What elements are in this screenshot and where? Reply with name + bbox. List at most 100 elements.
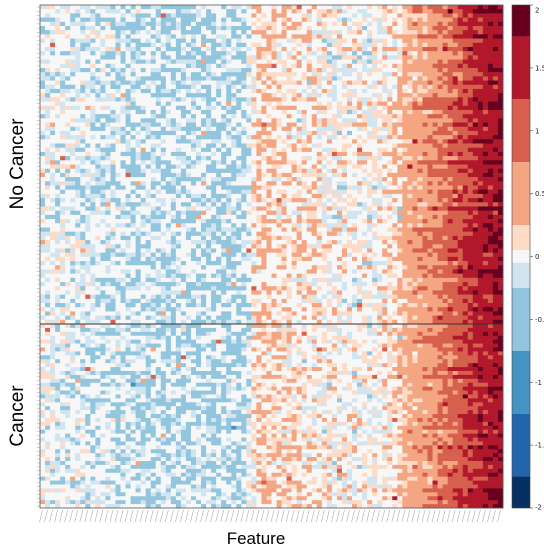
heatmap-cell bbox=[256, 42, 262, 48]
heatmap-cell bbox=[412, 206, 418, 211]
heatmap-cell bbox=[95, 17, 101, 23]
heatmap-cell bbox=[301, 55, 308, 60]
heatmap-cell bbox=[110, 88, 116, 94]
heatmap-cell bbox=[120, 118, 126, 123]
heatmap-cell bbox=[75, 122, 81, 128]
heatmap-cell bbox=[241, 210, 247, 216]
heatmap-cell bbox=[427, 135, 433, 140]
heatmap-cell bbox=[276, 172, 282, 178]
heatmap-cell bbox=[105, 193, 111, 199]
heatmap-cell bbox=[296, 59, 302, 65]
heatmap-cell bbox=[170, 206, 177, 211]
heatmap-cell bbox=[266, 143, 272, 149]
heatmap-cell bbox=[140, 160, 146, 165]
heatmap-cell bbox=[352, 118, 358, 123]
heatmap-cell bbox=[336, 147, 343, 153]
heatmap-cell bbox=[155, 109, 162, 115]
heatmap-cell bbox=[482, 51, 489, 56]
heatmap-cell bbox=[120, 51, 126, 56]
heatmap-cell bbox=[100, 51, 106, 56]
heatmap-cell bbox=[160, 168, 167, 174]
heatmap-cell bbox=[362, 109, 368, 115]
heatmap-cell bbox=[306, 177, 313, 182]
heatmap-cell bbox=[301, 118, 308, 123]
heatmap-cell bbox=[236, 135, 242, 140]
heatmap-cell bbox=[45, 168, 51, 174]
heatmap-cell bbox=[95, 198, 101, 203]
heatmap-cell bbox=[316, 101, 323, 107]
heatmap-cell bbox=[296, 122, 302, 128]
heatmap-cell bbox=[256, 30, 262, 35]
heatmap-cell bbox=[170, 202, 177, 207]
heatmap-cell bbox=[180, 55, 187, 60]
heatmap-cell bbox=[160, 72, 167, 77]
heatmap-cell bbox=[115, 151, 121, 157]
heatmap-cell bbox=[70, 164, 76, 169]
heatmap-cell bbox=[457, 189, 464, 195]
heatmap-cell bbox=[75, 55, 81, 60]
heatmap-cell bbox=[190, 21, 197, 27]
heatmap-cell bbox=[95, 118, 101, 123]
heatmap-cell bbox=[216, 177, 222, 182]
heatmap-cell bbox=[170, 143, 177, 149]
heatmap-cell bbox=[367, 206, 373, 211]
heatmap-cell bbox=[266, 9, 272, 14]
heatmap-cell bbox=[115, 172, 121, 178]
heatmap-cell bbox=[80, 130, 86, 136]
heatmap-cell bbox=[90, 114, 96, 119]
heatmap-cell bbox=[477, 206, 484, 211]
heatmap-cell bbox=[487, 198, 494, 203]
heatmap-cell bbox=[105, 114, 111, 119]
heatmap-cell bbox=[402, 46, 408, 52]
heatmap-cell bbox=[326, 214, 333, 220]
heatmap-cell bbox=[452, 118, 458, 123]
heatmap-cell bbox=[377, 105, 383, 111]
heatmap-cell bbox=[55, 21, 61, 27]
heatmap-cell bbox=[271, 181, 277, 186]
heatmap-cell bbox=[372, 93, 378, 98]
heatmap-cell bbox=[100, 164, 106, 169]
heatmap-cell bbox=[175, 130, 182, 136]
heatmap-cell bbox=[115, 25, 121, 31]
heatmap-cell bbox=[185, 126, 192, 132]
heatmap-cell bbox=[211, 198, 217, 203]
heatmap-cell bbox=[477, 227, 484, 232]
heatmap-cell bbox=[50, 210, 56, 216]
heatmap-cell bbox=[387, 118, 393, 123]
heatmap-cell bbox=[362, 177, 368, 182]
heatmap-cell bbox=[221, 38, 227, 44]
heatmap-cell bbox=[442, 5, 448, 10]
heatmap-cell bbox=[140, 84, 146, 90]
heatmap-cell bbox=[125, 13, 131, 18]
heatmap-cell bbox=[231, 13, 237, 18]
heatmap-cell bbox=[497, 143, 504, 149]
heatmap-cell bbox=[281, 202, 287, 207]
heatmap-cell bbox=[286, 67, 292, 73]
heatmap-cell bbox=[130, 42, 136, 48]
heatmap-cell bbox=[427, 46, 433, 52]
heatmap-cell bbox=[392, 227, 398, 232]
heatmap-cell bbox=[357, 21, 363, 27]
heatmap-cell bbox=[180, 5, 187, 10]
heatmap-cell bbox=[110, 59, 116, 65]
heatmap-cell bbox=[90, 126, 96, 132]
heatmap-cell bbox=[70, 13, 76, 18]
heatmap-cell bbox=[457, 34, 464, 39]
heatmap-cell bbox=[326, 38, 333, 44]
heatmap-cell bbox=[221, 219, 227, 224]
heatmap-cell bbox=[452, 30, 458, 35]
heatmap-cell bbox=[120, 9, 126, 14]
heatmap-cell bbox=[105, 206, 111, 211]
heatmap-cell bbox=[326, 13, 333, 18]
heatmap-cell bbox=[130, 67, 136, 73]
heatmap-cell bbox=[271, 9, 277, 14]
heatmap-cell bbox=[497, 55, 504, 60]
heatmap-cell bbox=[120, 84, 126, 90]
heatmap-cell bbox=[201, 13, 207, 18]
heatmap-cell bbox=[231, 143, 237, 149]
heatmap-cell bbox=[316, 135, 323, 140]
heatmap-cell bbox=[231, 93, 237, 98]
heatmap-cell bbox=[387, 93, 393, 98]
heatmap-cell bbox=[402, 105, 408, 111]
heatmap-cell bbox=[477, 172, 484, 178]
